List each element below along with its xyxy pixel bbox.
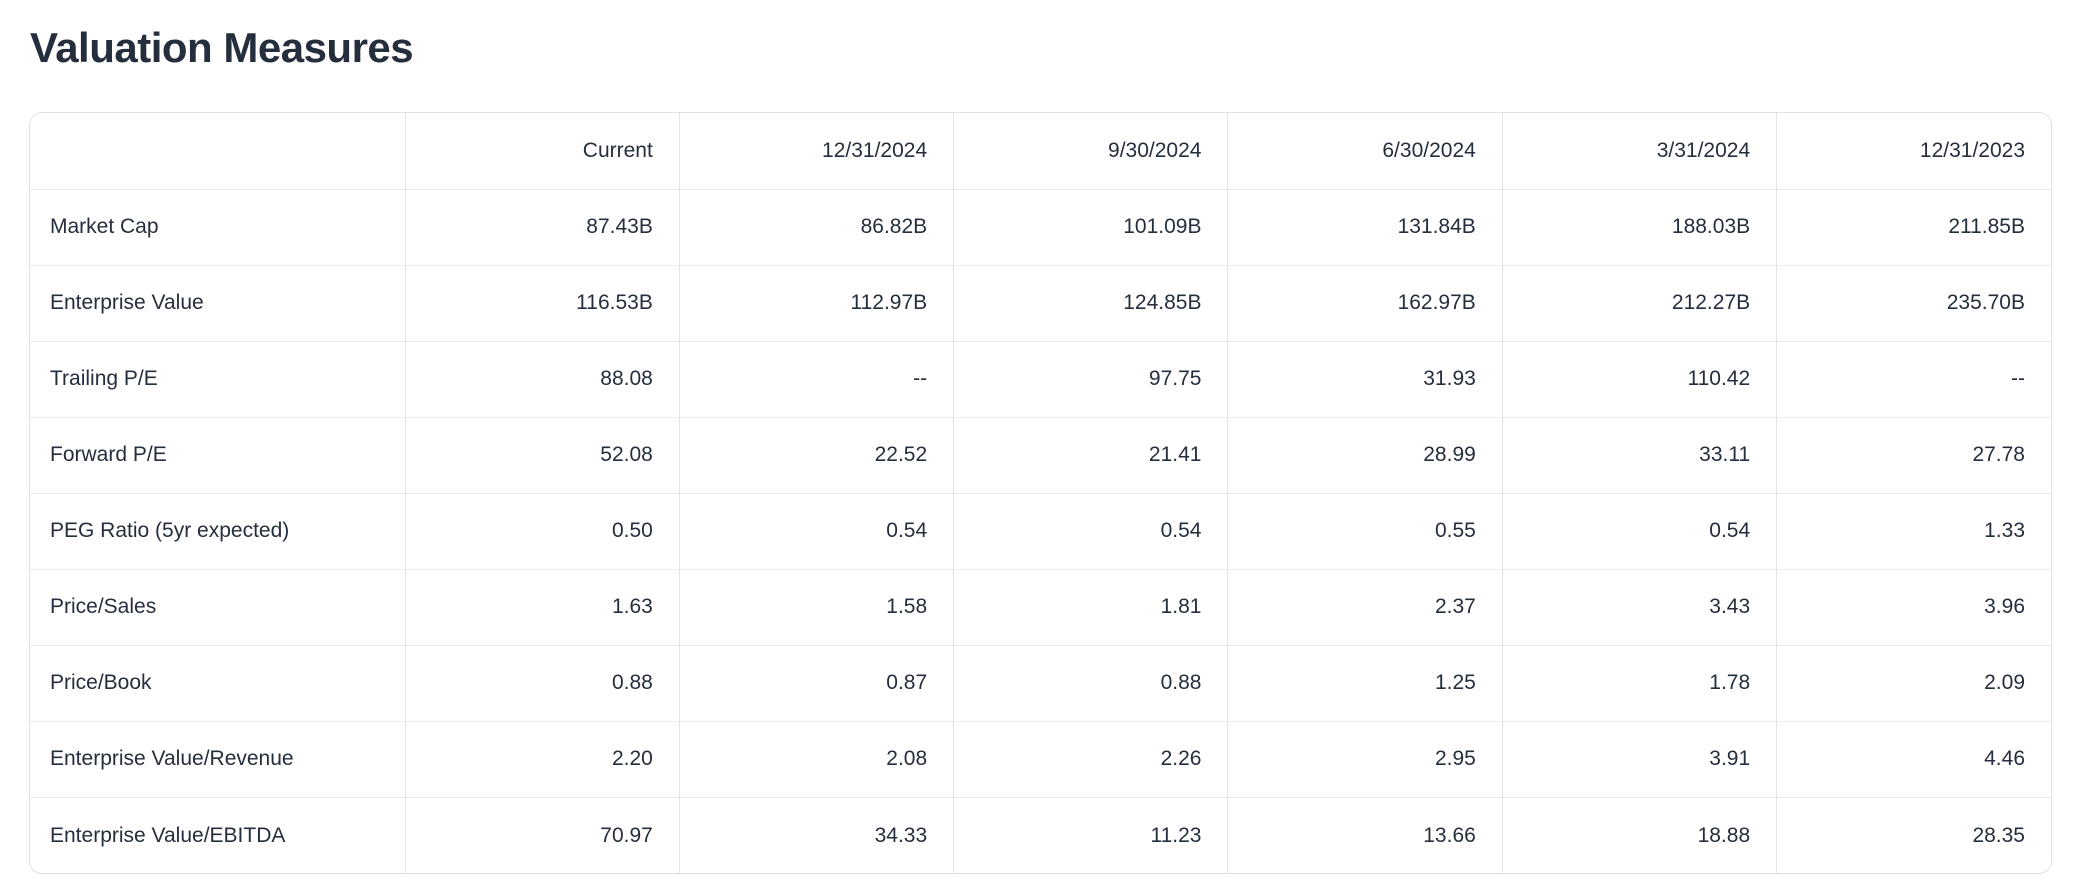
column-header: 6/30/2024 xyxy=(1227,113,1503,190)
table-header-row: Current 12/31/2024 9/30/2024 6/30/2024 3/31/… xyxy=(30,113,2051,190)
table-row: Enterprise Value/Revenue 2.20 2.08 2.26 2.95… xyxy=(30,721,2051,798)
row-value: 13.66 xyxy=(1227,797,1503,874)
row-value: 112.97B xyxy=(678,265,954,342)
row-label: Forward P/E xyxy=(30,417,405,494)
row-value: 87.43B xyxy=(404,189,680,266)
row-value: 1.81 xyxy=(953,569,1228,646)
row-value: 0.50 xyxy=(404,493,680,570)
row-value: 131.84B xyxy=(1227,189,1503,266)
row-value: 0.54 xyxy=(1501,493,1777,570)
row-label: Market Cap xyxy=(30,189,405,266)
column-header: Current xyxy=(404,113,680,190)
row-value: 116.53B xyxy=(404,265,680,342)
table-row: Market Cap 87.43B 86.82B 101.09B 131.84B 188.… xyxy=(30,189,2051,266)
row-label: Enterprise Value/EBITDA xyxy=(50,823,286,847)
row-value: 2.37 xyxy=(1227,569,1503,646)
row-value: 1.33 xyxy=(1776,493,2051,570)
page-title: Valuation Measures xyxy=(30,24,414,71)
row-value: 31.93 xyxy=(1227,341,1503,418)
row-value: 4.46 xyxy=(1776,721,2051,798)
row-value: 2.20 xyxy=(404,721,680,798)
row-value: 235.70B xyxy=(1776,265,2051,342)
table-row: Enterprise Value 116.53B 112.97B 124.85B 162… xyxy=(30,265,2051,342)
row-value: 28.99 xyxy=(1227,417,1503,494)
row-value: -- xyxy=(1776,341,2051,418)
row-value: 1.63 xyxy=(404,569,680,646)
row-value: 34.33 xyxy=(678,797,954,874)
row-label: Enterprise Value/Revenue xyxy=(30,721,405,798)
row-value: 2.08 xyxy=(678,721,954,798)
row-value: 22.52 xyxy=(678,417,954,494)
valuation-table-card: Current 12/31/2024 9/30/2024 6/30/2024 3/31/… xyxy=(29,112,2052,875)
row-value: 212.27B xyxy=(1501,265,1777,342)
row-value: 0.54 xyxy=(953,493,1228,570)
row-value: 0.55 xyxy=(1227,493,1503,570)
row-value: 101.09B xyxy=(953,189,1228,266)
row-value: 3.96 xyxy=(1776,569,2051,646)
header-spacer-cell xyxy=(30,113,405,190)
row-value: 1.25 xyxy=(1227,645,1503,722)
row-value: 0.88 xyxy=(953,645,1228,722)
row-value: 3.43 xyxy=(1501,569,1777,646)
table-row: Trailing P/E 88.08 -- 97.75 31.93 110.42 -- xyxy=(30,341,2051,418)
row-value: 211.85B xyxy=(1776,189,2051,266)
table-row: PEG Ratio (5yr expected) 0.50 0.54 0.54 0.55… xyxy=(30,493,2051,570)
row-label: Price/Sales xyxy=(30,569,405,646)
row-value: 1.78 xyxy=(1501,645,1777,722)
row-value: 18.88 xyxy=(1501,797,1777,874)
row-value: 27.78 xyxy=(1776,417,2051,494)
row-value: 2.95 xyxy=(1227,721,1503,798)
row-label: Trailing P/E xyxy=(30,341,405,418)
row-value: 97.75 xyxy=(953,341,1228,418)
valuation-measures-page: Valuation Measures Current 12/31/2024 9/30… xyxy=(0,24,2080,884)
row-value: -- xyxy=(678,341,954,418)
table-row: Price/Book 0.88 0.87 0.88 1.25 1.78 2.09 xyxy=(30,645,2051,722)
row-value: 2.26 xyxy=(953,721,1228,798)
row-value: 110.42 xyxy=(1501,341,1777,418)
row-value: 1.58 xyxy=(678,569,954,646)
row-value: 0.87 xyxy=(678,645,954,722)
row-value: 0.88 xyxy=(404,645,680,722)
table-row: Price/Sales 1.63 1.58 1.81 2.37 3.43 3.96 xyxy=(30,569,2051,646)
row-value: 21.41 xyxy=(953,417,1228,494)
row-value: 86.82B xyxy=(678,189,954,266)
valuation-table-body: Current 12/31/2024 9/30/2024 6/30/2024 3/31/… xyxy=(30,113,2051,874)
row-value: 162.97B xyxy=(1227,265,1503,342)
row-value: 28.35 xyxy=(1776,797,2051,874)
column-header: 9/30/2024 xyxy=(953,113,1228,190)
row-value: 0.54 xyxy=(678,493,954,570)
row-value: 124.85B xyxy=(953,265,1228,342)
row-label: Enterprise Value xyxy=(30,265,405,342)
row-label: Price/Book xyxy=(30,645,405,722)
valuation-table: Current 12/31/2024 9/30/2024 6/30/2024 3/31/… xyxy=(30,113,2051,874)
row-value: 3.91 xyxy=(1501,721,1777,798)
column-header: 12/31/2023 xyxy=(1776,113,2051,190)
row-value: 33.11 xyxy=(1501,417,1777,494)
row-value: 70.97 xyxy=(404,797,680,874)
row-label: PEG Ratio (5yr expected) xyxy=(30,493,405,570)
row-value: 2.09 xyxy=(1776,645,2051,722)
column-header: 3/31/2024 xyxy=(1501,113,1777,190)
column-header: 12/31/2024 xyxy=(678,113,954,190)
row-value: 88.08 xyxy=(404,341,680,418)
row-value: 188.03B xyxy=(1501,189,1777,266)
table-row: Enterprise Value/EBITDA 70.97 34.33 11.23 13… xyxy=(30,797,2051,874)
table-row: Forward P/E 52.08 22.52 21.41 28.99 33.11 27.7… xyxy=(30,417,2051,494)
row-value: 11.23 xyxy=(953,797,1228,874)
row-value: 52.08 xyxy=(404,417,680,494)
